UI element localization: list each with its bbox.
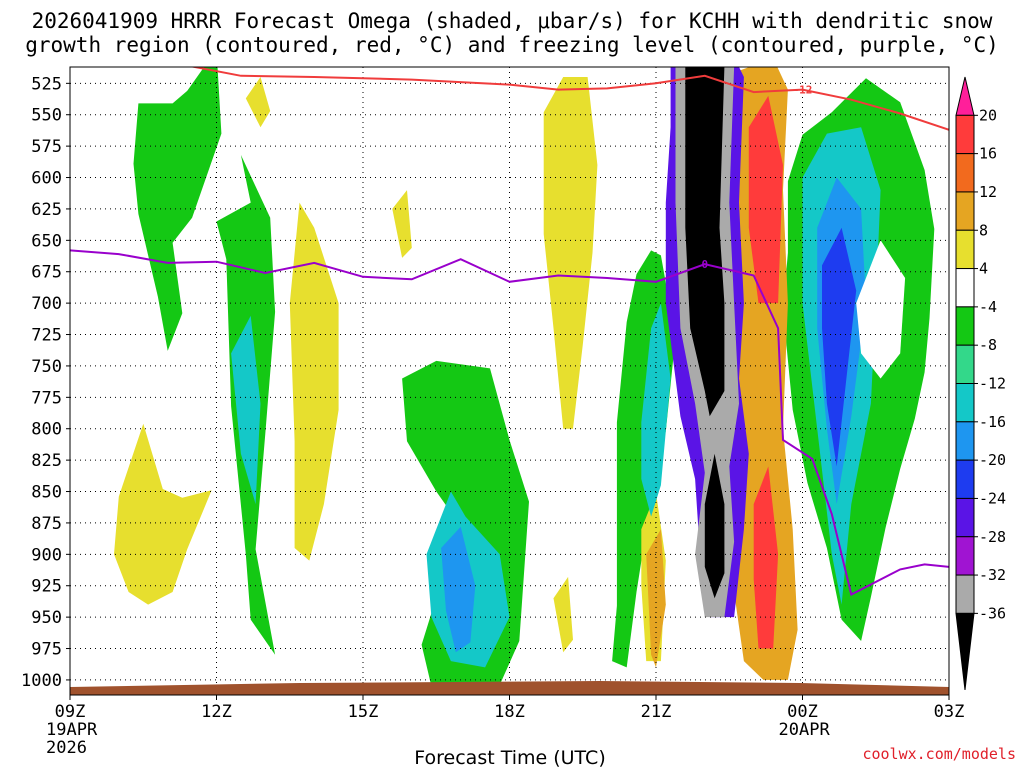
colorbar-swatch — [955, 344, 975, 384]
x-tick-label: 09Z — [55, 702, 86, 722]
y-tick-label: 550 — [31, 106, 62, 126]
colorbar-label: 4 — [979, 260, 988, 278]
omega-shading — [114, 67, 935, 690]
freezing-level-label: 0 — [702, 258, 709, 271]
colorbar: 20 16 12 8 4 -4 -8 -12 -16 -20 -24 -28 -32 -36 — [955, 76, 1006, 691]
dgz-minus12-line — [189, 67, 949, 131]
contours: -12 0 — [70, 67, 949, 596]
freezing-level-line — [70, 249, 949, 596]
credit-text: coolwx.com/models — [862, 745, 1016, 763]
y-tick-label: 950 — [31, 608, 62, 628]
x-axis-label: Forecast Time (UTC) — [414, 747, 605, 768]
colorbar-label: -32 — [979, 566, 1006, 584]
chart-title-line1: 2026041909 HRRR Forecast Omega (shaded, … — [32, 9, 993, 33]
y-tick-label: 925 — [31, 577, 62, 597]
y-tick-label: 825 — [31, 451, 62, 471]
colorbar-label: 20 — [979, 106, 997, 124]
colorbar-label: 8 — [979, 221, 988, 239]
colorbar-label: -28 — [979, 528, 1006, 546]
y-tick-label: 675 — [31, 263, 62, 283]
colorbar-label: -16 — [979, 413, 1006, 431]
omega-region — [543, 77, 598, 429]
colorbar-swatch — [955, 191, 975, 231]
colorbar-swatch — [955, 153, 975, 193]
terrain-ground — [70, 681, 949, 695]
y-tick-label: 625 — [31, 200, 62, 220]
colorbar-swatch — [955, 459, 975, 499]
omega-region — [231, 315, 261, 505]
x-tick-year: 2026 — [46, 738, 87, 758]
y-tick-label: 750 — [31, 357, 62, 377]
colorbar-swatch — [955, 497, 975, 538]
colorbar-label: -4 — [979, 298, 997, 316]
y-tick-label: 975 — [31, 640, 62, 660]
omega-region — [392, 190, 412, 258]
omega-region — [641, 303, 671, 517]
colorbar-label: -24 — [979, 489, 1006, 507]
omega-region — [704, 453, 725, 599]
x-tick-date: 20APR — [779, 720, 831, 740]
colorbar-swatch — [955, 306, 975, 346]
omega-region — [646, 529, 666, 668]
omega-region — [245, 77, 271, 128]
omega-region — [114, 423, 212, 605]
omega-region — [553, 576, 573, 653]
colorbar-label: -12 — [979, 375, 1006, 393]
colorbar-swatch — [955, 536, 975, 576]
omega-region — [748, 95, 783, 304]
colorbar-label: 16 — [979, 145, 997, 163]
x-tick-label: 12Z — [201, 702, 232, 722]
y-tick-label: 900 — [31, 545, 62, 565]
x-tick-label: 18Z — [494, 702, 525, 722]
colorbar-swatch — [955, 114, 975, 155]
omega-region — [133, 67, 222, 351]
omega-region — [441, 526, 476, 653]
colorbar-swatch — [955, 383, 975, 423]
x-tick-label: 00Z — [787, 702, 818, 722]
x-tick-date: 19APR — [46, 720, 98, 740]
omega-region — [753, 466, 779, 649]
x-tick-label: 15Z — [348, 702, 379, 722]
colorbar-cap-top — [955, 76, 975, 116]
y-axis: 525 550 575 600 625 650 675 700 725 750 775 800 825 8… — [21, 74, 70, 691]
colorbar-label: 12 — [979, 183, 997, 201]
omega-region — [822, 227, 857, 467]
colorbar-swatch — [955, 229, 975, 270]
y-tick-label: 850 — [31, 483, 62, 503]
dgz-minus12-label: -12 — [793, 84, 813, 97]
plot-area: -12 0 — [69, 66, 950, 696]
x-tick-label: 03Z — [934, 702, 965, 722]
y-tick-label: 700 — [31, 294, 62, 314]
y-tick-label: 650 — [31, 231, 62, 251]
colorbar-swatch — [955, 268, 975, 308]
y-tick-label: 875 — [31, 514, 62, 534]
chart-title-line2: growth region (contoured, red, °C) and f… — [25, 33, 999, 57]
y-tick-label: 525 — [31, 74, 62, 94]
colorbar-label: -36 — [979, 604, 1006, 622]
x-tick-label: 21Z — [641, 702, 672, 722]
omega-region — [685, 67, 725, 417]
y-tick-label: 775 — [31, 388, 62, 408]
colorbar-label: -20 — [979, 451, 1006, 469]
y-tick-label: 800 — [31, 420, 62, 440]
y-tick-label: 725 — [31, 326, 62, 346]
colorbar-swatch — [955, 574, 975, 614]
y-tick-label: 1000 — [21, 671, 62, 691]
colorbar-label: -8 — [979, 336, 997, 354]
y-tick-label: 575 — [31, 137, 62, 157]
omega-region — [856, 240, 906, 379]
colorbar-cap-bottom — [955, 612, 975, 691]
y-tick-label: 600 — [31, 169, 62, 189]
colorbar-swatch — [955, 421, 975, 461]
omega-region — [289, 202, 339, 561]
